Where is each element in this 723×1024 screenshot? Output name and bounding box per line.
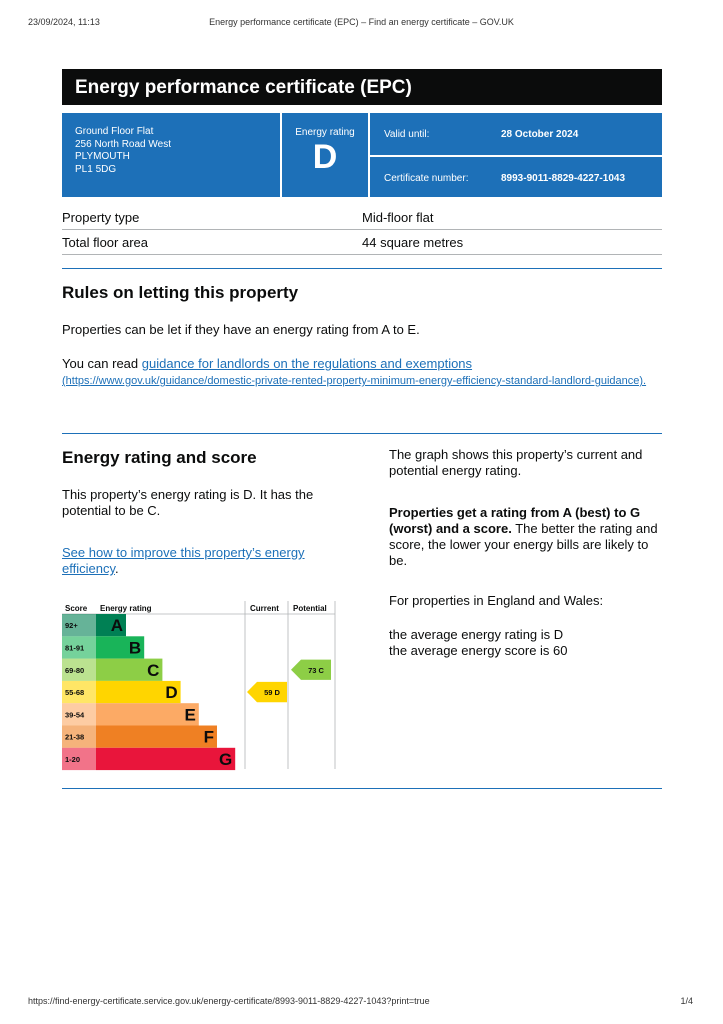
score-cell <box>62 725 96 748</box>
text: . <box>115 561 119 576</box>
band-bar <box>96 725 217 748</box>
band-bar <box>96 680 181 704</box>
text: the average energy rating is D <box>389 627 564 642</box>
current-marker <box>247 681 287 703</box>
paragraph: For properties in England and Wales: <box>389 593 604 608</box>
table-divider <box>62 254 662 255</box>
paragraph: See how to improve this property’s energ… <box>62 545 327 577</box>
paragraph: Properties can be let if they have an en… <box>62 322 420 337</box>
guidance-link[interactable]: guidance for landlords on the regulation… <box>141 356 473 371</box>
valid-label: Valid until: <box>384 129 430 140</box>
certificate-box: Certificate number: 8993-9011-8829-4227-… <box>370 157 662 197</box>
band-letter: C <box>147 661 159 680</box>
potential-marker <box>291 659 331 680</box>
table-cell: 44 square metres <box>362 235 464 250</box>
table-cell: Property type <box>62 210 140 225</box>
band-range: 55-68 <box>65 688 84 697</box>
text: The better the rating and score, the low… <box>389 521 658 568</box>
address-line: PL1 5DG <box>75 163 117 175</box>
address-line: 256 North Road West <box>75 138 171 150</box>
print-title: Energy performance certificate (EPC) – F… <box>209 17 514 27</box>
column-header: Score <box>65 604 88 613</box>
print-page: 1/4 <box>680 996 693 1006</box>
potential-rating: C <box>319 666 325 675</box>
address-line: Ground Floor Flat <box>75 126 154 137</box>
bold-text: Properties get a rating from A (best) to… <box>389 505 641 536</box>
current-rating: D <box>275 688 281 697</box>
paragraph: You can read guidance for landlords on t… <box>62 356 662 389</box>
potential-score: 73 <box>308 666 316 675</box>
band-bar <box>96 614 126 637</box>
title-bar: Energy performance certificate (EPC) <box>62 69 662 105</box>
band-letter: B <box>129 638 141 657</box>
band-range: 81-91 <box>65 643 84 652</box>
text: the average energy score is 60 <box>389 643 568 658</box>
address: Ground Floor Flat 256 North Road West PL… <box>75 126 171 176</box>
band-range: 92+ <box>65 621 78 630</box>
band-range: 1-20 <box>65 755 80 764</box>
paragraph: Properties get a rating from A (best) to… <box>389 505 659 569</box>
column-header: Energy rating <box>100 604 152 613</box>
score-cell <box>62 680 96 704</box>
section-rule <box>62 788 662 789</box>
valid-box: Valid until: 28 October 2024 <box>370 113 662 155</box>
band-bar <box>96 636 145 659</box>
score-cell <box>62 636 96 659</box>
band-bar <box>96 747 236 771</box>
section-heading: Rules on letting this property <box>62 283 299 302</box>
address-line: PLYMOUTH <box>75 151 130 162</box>
band-letter: G <box>219 750 232 769</box>
text: You can read <box>62 356 139 371</box>
band-letter: F <box>204 728 214 747</box>
valid-until: 28 October 2024 <box>501 129 579 140</box>
score-cell <box>62 703 96 726</box>
table-cell: Mid-floor flat <box>362 210 434 225</box>
column-header: Current <box>250 604 279 613</box>
section-rule <box>62 268 662 269</box>
title: Energy performance certificate (EPC) <box>75 77 412 98</box>
rating: D <box>312 138 338 176</box>
improve-link[interactable]: See how to improve this property’s energ… <box>62 545 305 576</box>
current-score: 59 <box>264 688 272 697</box>
band-range: 39-54 <box>65 710 85 719</box>
band-letter: A <box>111 616 123 635</box>
current-label: 59 D <box>264 688 280 697</box>
section-heading: Energy rating and score <box>62 448 257 467</box>
rating-label: Energy rating <box>295 127 355 138</box>
band-letter: E <box>184 705 195 724</box>
band-letter: D <box>165 683 177 702</box>
band-bar <box>96 703 199 726</box>
guidance-url[interactable]: (https://www.gov.uk/guidance/domestic-pr… <box>62 375 647 387</box>
table-divider <box>62 229 662 230</box>
band-range: 21-38 <box>65 733 84 742</box>
score-cell <box>62 658 96 681</box>
potential-arrow: 73 C <box>291 659 331 680</box>
address-box: Ground Floor Flat 256 North Road West PL… <box>62 113 280 197</box>
score-cell <box>62 747 96 771</box>
print-datetime: 23/09/2024, 11:13 <box>28 17 100 27</box>
paragraph: This property’s energy rating is D. It h… <box>62 487 314 518</box>
table-cell: Total floor area <box>62 235 148 250</box>
paragraph: The graph shows this property’s current … <box>389 447 643 478</box>
certificate-number: 8993-9011-8829-4227-1043 <box>501 173 625 184</box>
band-bar <box>96 658 163 681</box>
epc-chart: Score Energy rating Current Potential 92+ A 81… <box>62 601 336 771</box>
column-header: Potential <box>293 604 327 613</box>
certificate-label: Certificate number: <box>384 173 469 184</box>
print-url: https://find-energy-certificate.service.… <box>28 996 430 1006</box>
score-cell <box>62 614 96 637</box>
section-rule <box>62 433 662 434</box>
current-arrow: 59 D <box>247 681 287 703</box>
band-range: 69-80 <box>65 666 84 675</box>
potential-label: 73 C <box>308 666 324 675</box>
rating-box: Energy rating D <box>282 113 368 197</box>
